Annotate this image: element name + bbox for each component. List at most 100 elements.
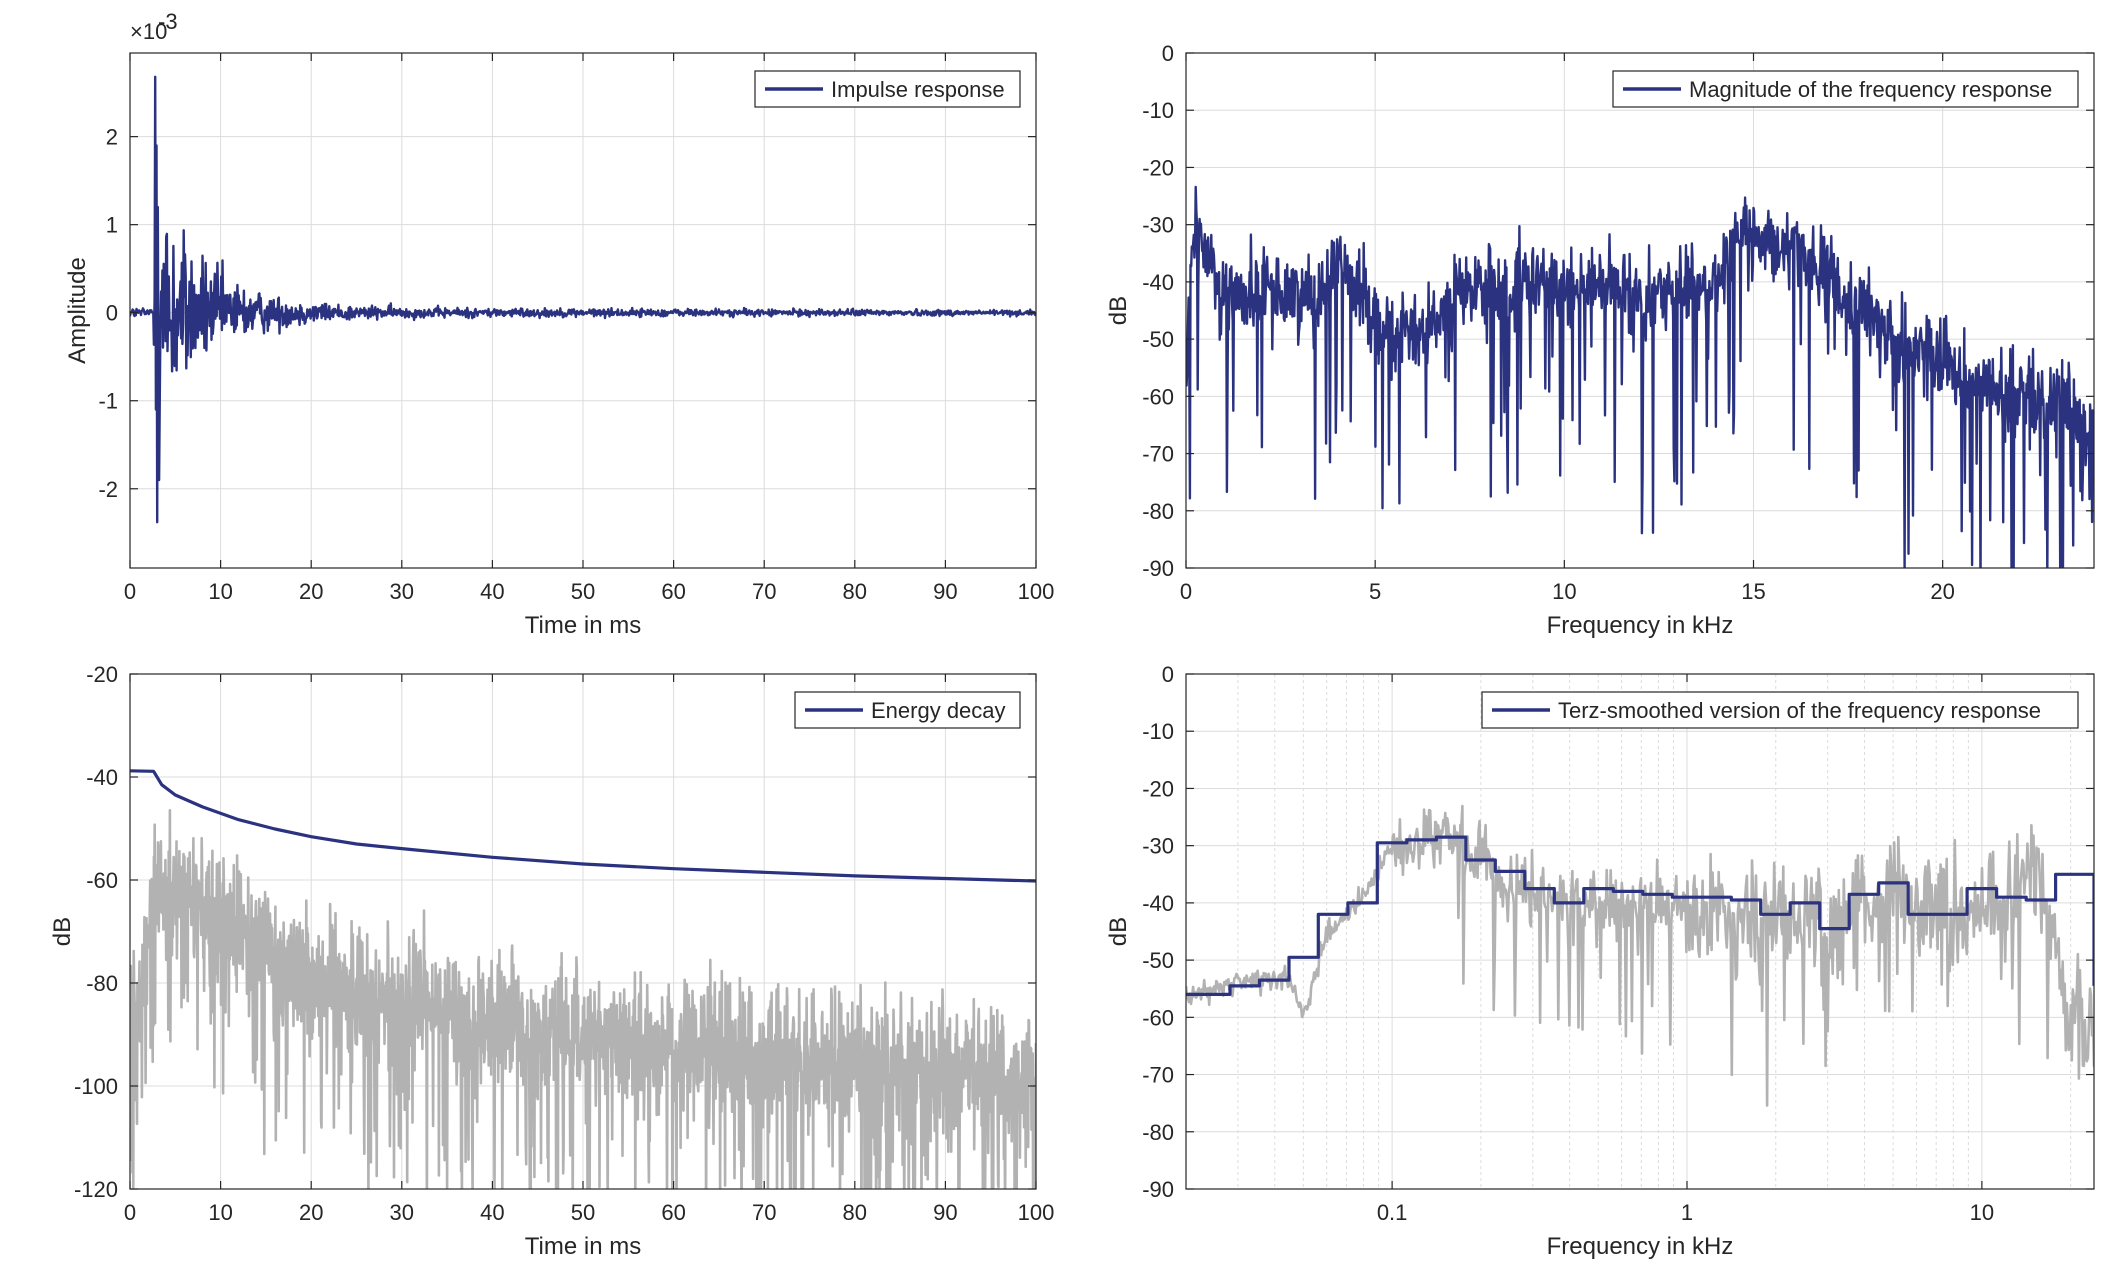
chart-freq: 0 5 10 15 20 0 -10 -20 -30 -40 -50 -60 -70 -80 -90 Freq…	[1105, 41, 2095, 639]
series-terz-smoothed-version-of-the-frequency-response	[1186, 835, 2094, 996]
x-tick-label: 0	[1180, 579, 1192, 604]
y-tick-label: 0	[106, 301, 118, 326]
x-tick-label: 10	[1552, 579, 1576, 604]
x-tick-label: 60	[661, 579, 685, 604]
legend-impulse: Impulse response	[754, 70, 1021, 108]
legend-label: Impulse response	[831, 77, 1005, 102]
legend-label: Magnitude of the frequency response	[1689, 77, 2052, 102]
x-tick-label: 10	[208, 1200, 232, 1225]
series-background-decay	[130, 809, 1036, 1189]
y-tick-label: 0	[1162, 662, 1174, 687]
axes-box-terz	[1185, 673, 2095, 1190]
y-tick-label: 1	[106, 213, 118, 238]
x-axis-label: Time in ms	[525, 1233, 641, 1260]
y-tick-label: -50	[1142, 948, 1174, 973]
series-background-terz	[1186, 804, 2094, 1107]
x-tick-label: 40	[480, 579, 504, 604]
x-tick-label: 20	[1930, 579, 1954, 604]
chart-impulse: 0 10 20 30 40 50 60 70 80 90 100 -2 -1 0 1 2 Time in ms A…	[64, 9, 1054, 639]
x-axis-label: Frequency in kHz	[1547, 612, 1734, 639]
ticks-impulse: 0 10 20 30 40 50 60 70 80 90 100 -2 -1 0 1 2	[98, 53, 1054, 604]
series-magnitude-of-the-frequency-response	[1186, 185, 2094, 568]
y-axis-label: dB	[49, 917, 76, 946]
x-tick-label: 90	[933, 579, 957, 604]
y-tick-label: -40	[1142, 891, 1174, 916]
ticks-terz: 0.1 1 10 0 -10 -20 -30 -40 -50 -60 -70 -80 -90	[1142, 662, 2094, 1225]
x-tick-label: 10	[208, 579, 232, 604]
y-tick-label: -70	[1142, 1063, 1174, 1088]
y-tick-label: 2	[106, 125, 118, 150]
x-tick-label: 70	[752, 579, 776, 604]
y-exponent-power: -3	[158, 9, 178, 34]
y-tick-label: -10	[1142, 719, 1174, 744]
y-axis-label: dB	[1105, 296, 1132, 325]
plot-area-decay	[130, 769, 1036, 1189]
x-tick-label: 15	[1741, 579, 1765, 604]
y-tick-label: -30	[1142, 213, 1174, 238]
series-impulse-response	[130, 75, 1036, 524]
plot-area-impulse	[130, 75, 1036, 524]
x-tick-label: 1	[1681, 1200, 1693, 1225]
legend-label: Energy decay	[871, 698, 1006, 723]
y-tick-label: -120	[74, 1177, 118, 1202]
x-tick-label: 0.1	[1377, 1200, 1408, 1225]
series-energy-decay	[130, 769, 1036, 883]
x-axis-label: Time in ms	[525, 612, 641, 639]
y-exponent-label: ×10	[130, 19, 167, 44]
y-tick-label: -40	[1142, 270, 1174, 295]
x-tick-label: 10	[1970, 1200, 1994, 1225]
legend-freq: Magnitude of the frequency response	[1612, 70, 2079, 108]
y-tick-label: -20	[1142, 776, 1174, 801]
plot-area-freq	[1186, 185, 2094, 568]
y-tick-label: -1	[98, 389, 118, 414]
x-tick-label: 90	[933, 1200, 957, 1225]
y-tick-label: -60	[86, 868, 118, 893]
axes-box-freq	[1185, 52, 2095, 569]
x-tick-label: 30	[390, 1200, 414, 1225]
legend-decay: Energy decay	[794, 691, 1021, 729]
y-tick-label: -80	[1142, 499, 1174, 524]
x-tick-label: 30	[390, 579, 414, 604]
x-tick-label: 0	[124, 579, 136, 604]
chart-terz: 0.1 1 10 0 -10 -20 -30 -40 -50 -60 -70 -80 -90 Freque…	[1105, 662, 2095, 1260]
y-tick-label: -20	[86, 662, 118, 687]
x-tick-label: 80	[843, 579, 867, 604]
legend-box	[1481, 691, 2079, 729]
y-tick-label: -60	[1142, 384, 1174, 409]
x-tick-label: 5	[1369, 579, 1381, 604]
x-tick-label: 70	[752, 1200, 776, 1225]
x-tick-label: 20	[299, 579, 323, 604]
x-axis-label: Frequency in kHz	[1547, 1233, 1734, 1260]
y-tick-label: -90	[1142, 1177, 1174, 1202]
y-tick-label: -60	[1142, 1005, 1174, 1030]
y-tick-label: -20	[1142, 155, 1174, 180]
x-tick-label: 60	[661, 1200, 685, 1225]
plot-area-terz	[1186, 804, 2094, 1107]
x-tick-label: 100	[1018, 1200, 1055, 1225]
y-tick-label: -100	[74, 1074, 118, 1099]
x-tick-label: 100	[1018, 579, 1055, 604]
y-axis-label: Amplitude	[64, 257, 91, 364]
y-tick-label: -10	[1142, 98, 1174, 123]
y-tick-label: 0	[1162, 41, 1174, 66]
y-axis-label: dB	[1105, 917, 1132, 946]
y-tick-label: -30	[1142, 834, 1174, 859]
y-tick-label: -40	[86, 765, 118, 790]
legend-label: Terz-smoothed version of the frequency r…	[1558, 698, 2041, 723]
ticks-decay: 0 10 20 30 40 50 60 70 80 90 100 -20 -40 -60 -80 -100 -1…	[74, 662, 1054, 1225]
x-tick-label: 20	[299, 1200, 323, 1225]
y-tick-label: -70	[1142, 442, 1174, 467]
ticks-freq: 0 5 10 15 20 0 -10 -20 -30 -40 -50 -60 -70 -80 -90	[1142, 41, 2094, 604]
x-tick-label: 0	[124, 1200, 136, 1225]
x-tick-label: 50	[571, 1200, 595, 1225]
x-tick-label: 50	[571, 579, 595, 604]
legend-box	[1612, 70, 2079, 108]
x-tick-label: 40	[480, 1200, 504, 1225]
legend-terz: Terz-smoothed version of the frequency r…	[1481, 691, 2079, 729]
chart-decay: 0 10 20 30 40 50 60 70 80 90 100 -20 -40 -60 -80 -100 -1…	[49, 662, 1054, 1260]
y-tick-label: -50	[1142, 327, 1174, 352]
y-tick-label: -80	[1142, 1120, 1174, 1145]
y-tick-label: -90	[1142, 556, 1174, 581]
x-tick-label: 80	[843, 1200, 867, 1225]
